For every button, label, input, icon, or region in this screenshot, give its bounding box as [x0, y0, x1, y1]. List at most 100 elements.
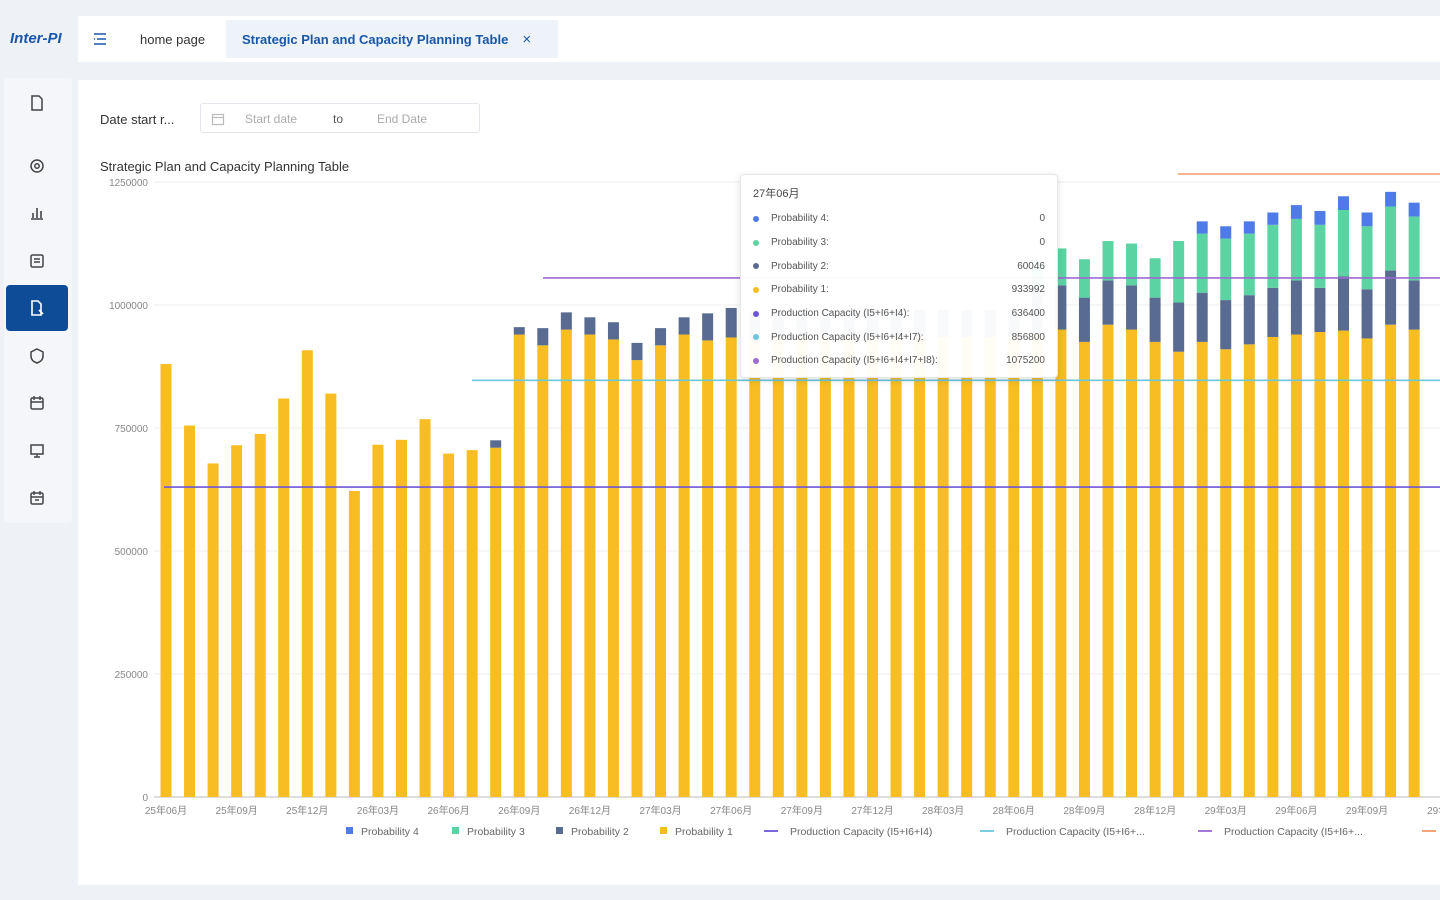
x-tick-label: 28年12月 [1134, 804, 1176, 817]
bar-probability-2 [702, 313, 714, 341]
bar-probability-1 [348, 490, 360, 797]
tab-strategic-plan[interactable]: Strategic Plan and Capacity Planning Tab… [226, 20, 558, 58]
sidebar-item-monitor[interactable] [6, 428, 68, 474]
list-icon [30, 254, 44, 268]
bar-probability-2 [513, 327, 525, 335]
bar-probability-3 [1220, 238, 1232, 301]
bar-probability-4 [1314, 211, 1326, 225]
sidebar-item-calendar[interactable] [6, 380, 68, 426]
sidebar-item-schedule[interactable] [6, 475, 68, 521]
bar-probability-1 [607, 339, 619, 797]
start-date-input[interactable]: Start date [245, 112, 298, 126]
x-tick-label: 25年09月 [216, 804, 258, 817]
sidebar-item-document[interactable] [6, 80, 68, 126]
bar-probability-1 [1243, 344, 1255, 797]
tooltip-series-name: Probability 1: [771, 284, 829, 296]
bar-probability-4 [1385, 191, 1397, 207]
bar-probability-3 [1338, 210, 1349, 277]
bar-probability-1 [655, 345, 667, 797]
bar-probability-1 [584, 334, 596, 797]
sidebar-item-planning[interactable] [6, 285, 68, 331]
tooltip-row: Production Capacity (I5+I6+I4+I7+I8): 107… [753, 349, 1045, 373]
bar-probability-3 [1267, 224, 1279, 288]
x-tick-label: 28年03月 [922, 804, 964, 817]
bar-probability-3 [1055, 248, 1067, 286]
bar-probability-1 [278, 398, 290, 797]
tooltip-dot [753, 357, 759, 364]
bar-probability-2 [678, 317, 690, 335]
bar-probability-2 [1173, 302, 1185, 352]
bar-probability-2 [1314, 287, 1326, 333]
date-range-picker[interactable]: Start date to End Date [200, 103, 480, 133]
date-filter-label: Date start r... [100, 112, 175, 127]
bar-probability-4 [1243, 221, 1255, 234]
tab-home[interactable]: home page [130, 20, 215, 58]
tooltip-value: 636400 [1011, 308, 1045, 320]
tooltip-series-name: Production Capacity (I5+I6+I4): [771, 308, 910, 320]
tooltip-series-name: Probability 4: [771, 213, 829, 225]
bar-probability-3 [1102, 241, 1114, 281]
bar-probability-2 [1267, 287, 1279, 337]
bar-probability-1 [1338, 330, 1349, 797]
bar-probability-1 [231, 445, 243, 797]
legend-label: Probability 2 [571, 826, 629, 838]
legend-label: Probability 1 [675, 826, 733, 838]
bar-probability-4 [1290, 205, 1302, 219]
x-tick-label: 29年 [1427, 804, 1440, 817]
bar-probability-3 [1314, 224, 1326, 288]
x-tick-label: 25年12月 [286, 804, 328, 817]
bar-probability-1 [1126, 329, 1138, 797]
bar-probability-2 [1338, 276, 1349, 331]
bar-probability-1 [843, 336, 855, 797]
legend-swatch [452, 827, 459, 834]
legend-label: Probability 3 [467, 826, 525, 838]
bar-probability-1 [914, 336, 926, 797]
sidebar [4, 78, 72, 523]
calendar-icon [30, 396, 44, 410]
bar-probability-3 [1126, 243, 1138, 286]
bar-probability-1 [560, 329, 572, 797]
tooltip-value: 0 [1039, 213, 1045, 225]
sidebar-item-list[interactable] [6, 238, 68, 284]
close-icon[interactable]: × [522, 30, 532, 48]
bar-probability-2 [537, 328, 549, 346]
bar-probability-4 [1220, 226, 1232, 239]
bar-probability-4 [1267, 212, 1279, 225]
bar-probability-2 [1149, 297, 1161, 342]
tooltip-value: 933992 [1011, 284, 1045, 296]
bar-probability-1 [1102, 324, 1114, 797]
bar-probability-4 [1196, 221, 1208, 234]
tab-home-label: home page [140, 31, 206, 47]
x-tick-label: 25年06月 [145, 804, 187, 817]
bar-probability-3 [1361, 226, 1373, 290]
end-date-input[interactable]: End Date [377, 112, 428, 126]
tooltip-dot [753, 310, 759, 317]
bar-probability-1 [961, 336, 973, 797]
bar-probability-1 [207, 463, 219, 797]
y-tick-label: 750000 [115, 424, 149, 435]
tooltip-series-name: Production Capacity (I5+I6+I4+I7): [771, 331, 924, 343]
sidebar-item-shield[interactable] [6, 333, 68, 379]
shield-icon [30, 348, 44, 364]
bar-probability-1 [772, 336, 784, 797]
range-separator: to [333, 112, 344, 126]
tooltip-series-name: Production Capacity (I5+I6+I4+I7+I8): [771, 355, 938, 367]
tooltip-value: 1075200 [1006, 355, 1045, 367]
bar-probability-2 [607, 322, 619, 340]
main-panel: Date start r... Start date to End Date S… [78, 80, 1440, 885]
sidebar-item-settings[interactable] [6, 143, 68, 189]
bar-probability-3 [1290, 218, 1302, 281]
bar-probability-1 [513, 334, 525, 797]
legend-label: Production Capacity (I5+I6+I4) [790, 826, 932, 838]
y-tick-label: 500000 [115, 547, 149, 558]
bar-probability-1 [1149, 341, 1161, 797]
x-tick-label: 26年03月 [357, 804, 399, 817]
bar-probability-1 [396, 439, 407, 797]
sidebar-item-chart[interactable] [6, 190, 68, 236]
x-tick-label: 28年09月 [1063, 804, 1105, 817]
tooltip-value: 0 [1039, 237, 1045, 249]
tooltip-dot [753, 334, 759, 341]
x-tick-label: 27年09月 [781, 804, 823, 817]
tooltip-dot [753, 286, 759, 293]
menu-icon[interactable] [92, 31, 108, 47]
